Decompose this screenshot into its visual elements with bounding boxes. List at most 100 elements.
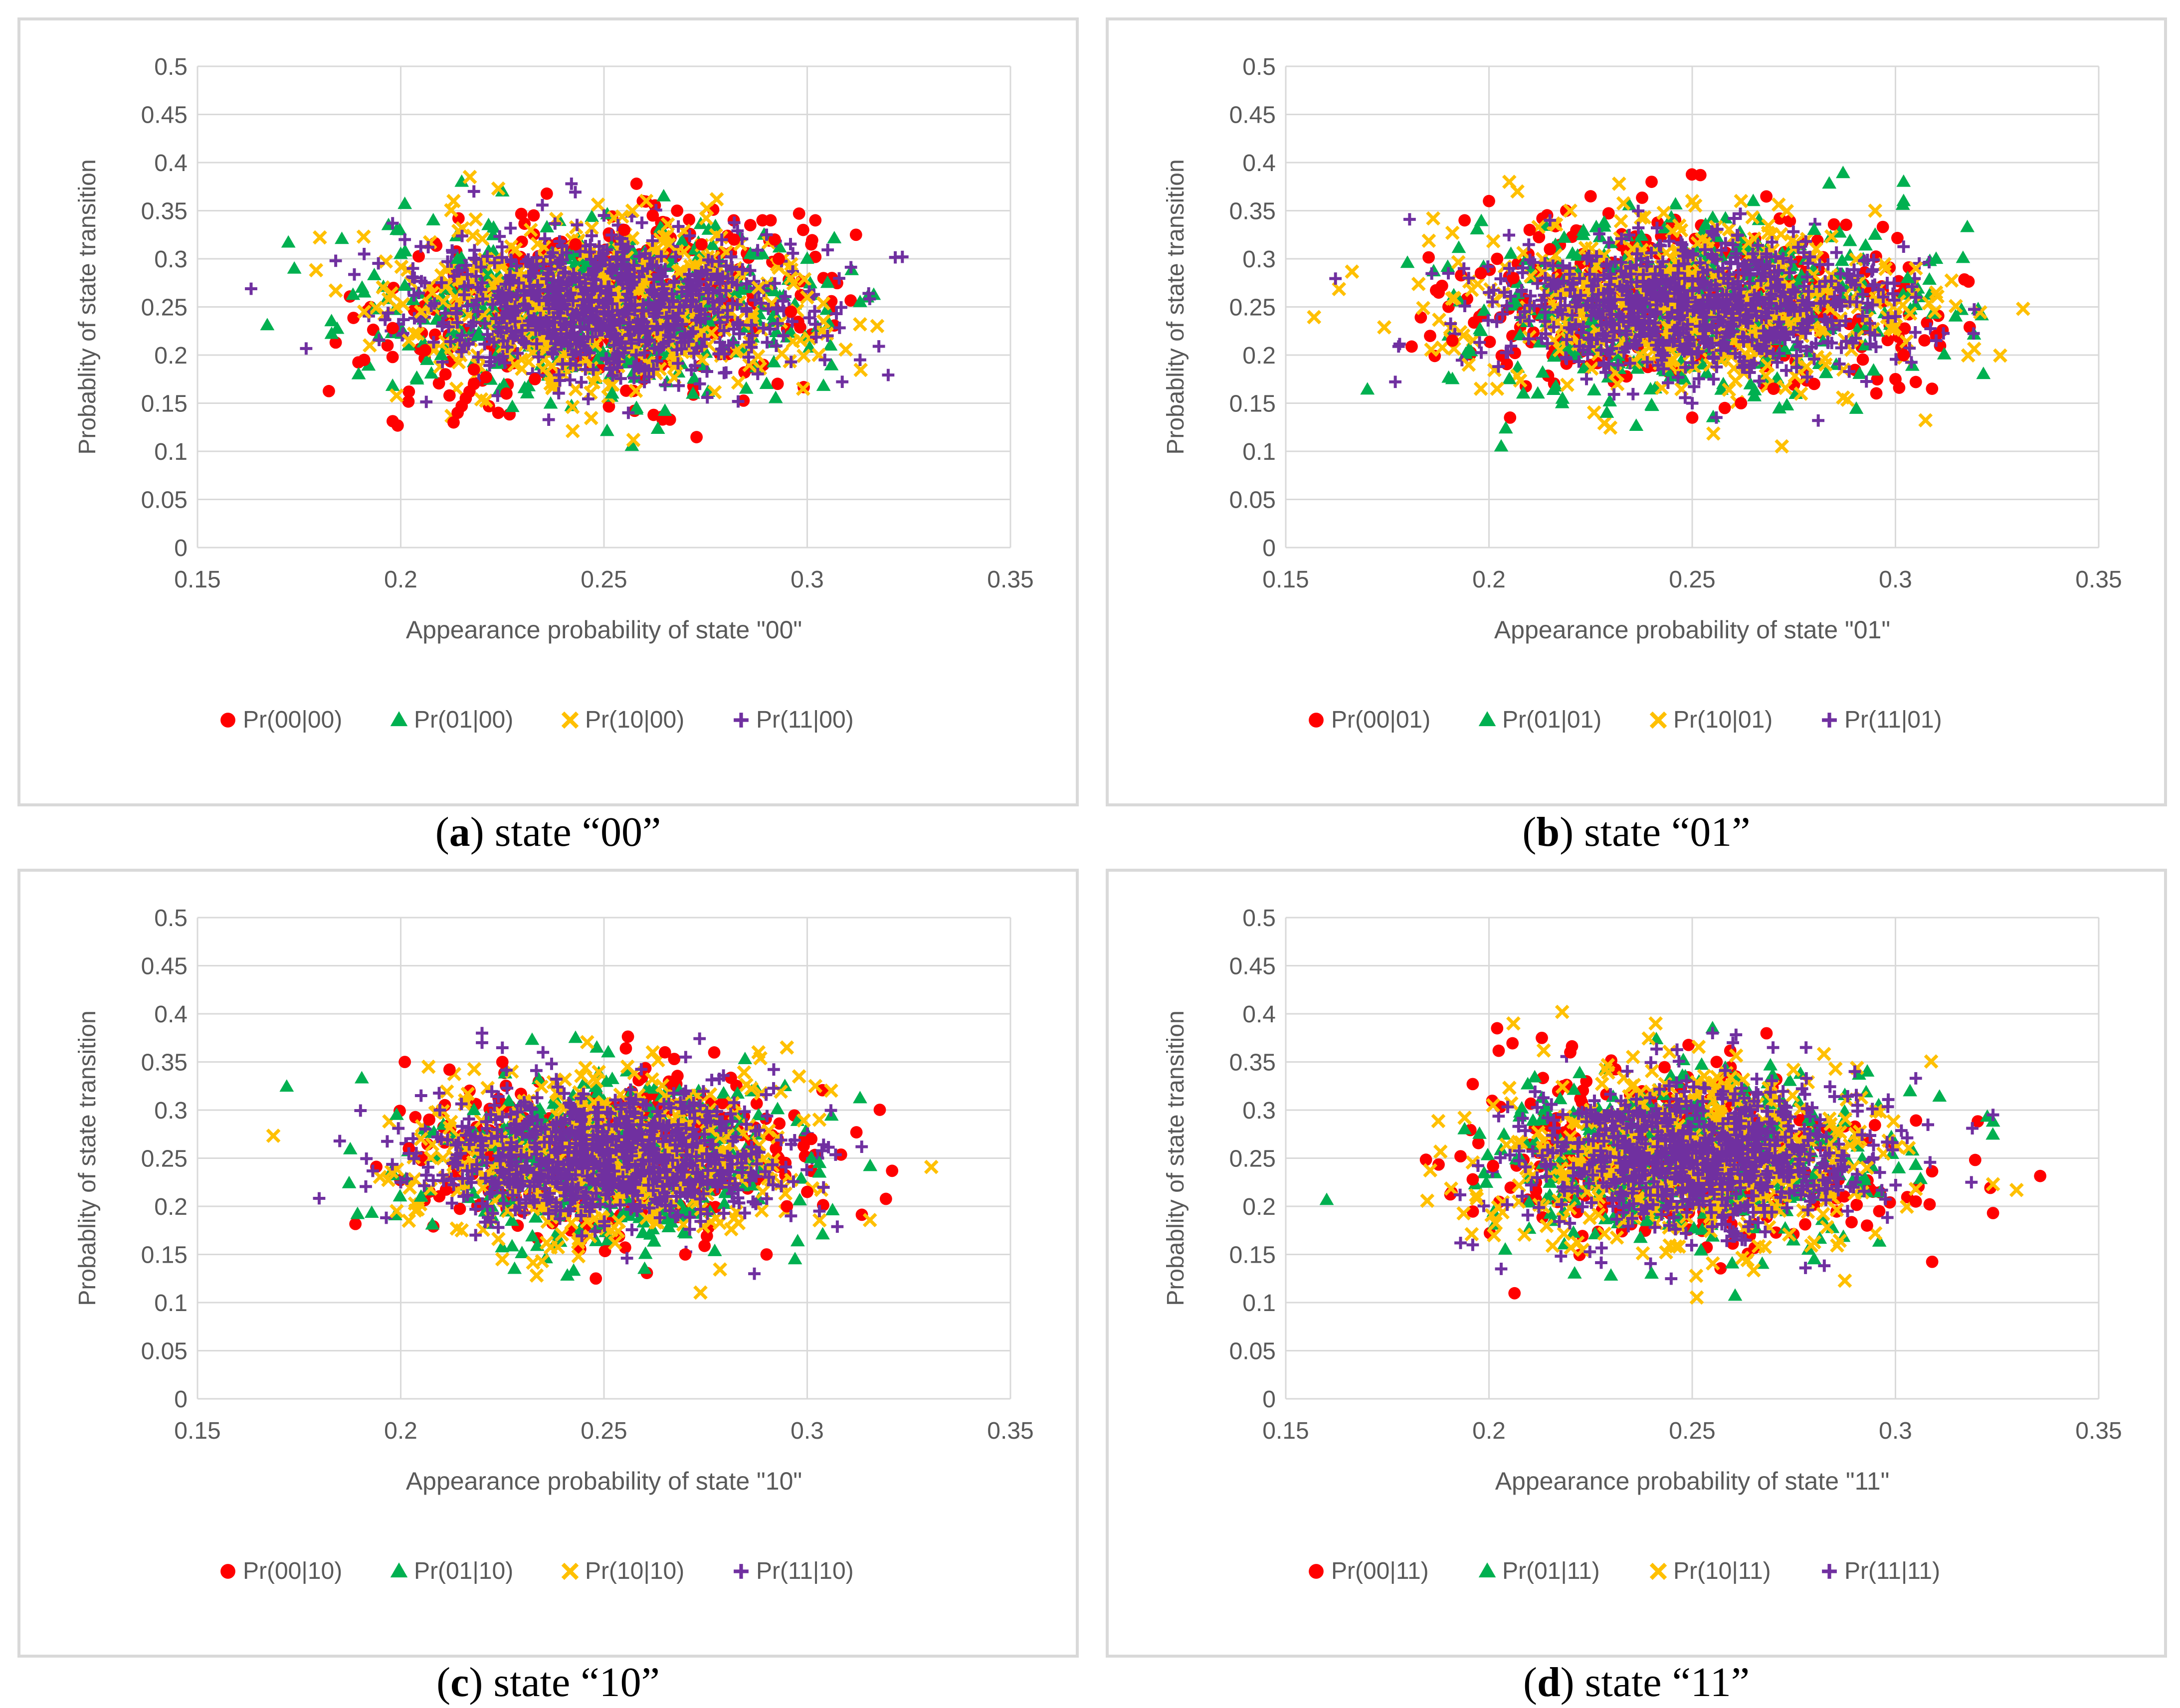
data-point (598, 1245, 611, 1258)
data-point (1563, 268, 1576, 281)
data-point (675, 336, 688, 349)
data-point (785, 305, 797, 318)
data-point (1780, 328, 1792, 341)
legend-label: Pr(11|00) (756, 707, 854, 733)
data-point (1752, 239, 1764, 252)
data-point (1609, 255, 1621, 268)
data-point (694, 275, 707, 288)
data-point (751, 280, 766, 295)
data-point (1513, 328, 1528, 341)
data-point (1784, 214, 1796, 227)
data-point (1605, 308, 1618, 321)
data-point (820, 275, 835, 288)
data-point (1661, 377, 1674, 389)
data-point (389, 222, 404, 235)
data-point (1623, 228, 1636, 241)
y-tick-label: 0.4 (1242, 150, 1276, 177)
data-point (1623, 357, 1636, 370)
data-point (639, 247, 652, 260)
data-point (409, 1111, 422, 1124)
data-point (1663, 312, 1675, 324)
data-point (1731, 229, 1744, 241)
data-point (1968, 303, 1981, 316)
data-point (1835, 166, 1850, 179)
legend-label: Pr(01|01) (1502, 707, 1601, 733)
data-point (759, 377, 774, 389)
data-point (481, 328, 494, 341)
data-point (768, 277, 781, 290)
plot-area (245, 170, 909, 451)
data-point (1918, 334, 1931, 347)
chart-panel-a: 0 0.05 0.1 0.15 0.2 0.25 0.3 0.35 0.4 0.45 0.5 0.15… (17, 17, 1079, 806)
data-point (796, 349, 811, 364)
data-point (1693, 282, 1706, 295)
data-point (467, 378, 480, 390)
data-point (519, 255, 532, 268)
legend-label: Pr(10|01) (1673, 707, 1773, 733)
data-point (728, 233, 741, 246)
data-point (562, 340, 575, 353)
data-point (1956, 250, 1971, 263)
data-point (1573, 272, 1586, 285)
data-point (1768, 266, 1781, 279)
data-point (1473, 381, 1488, 396)
data-point (397, 278, 412, 291)
data-point (659, 379, 671, 391)
data-point (784, 271, 798, 286)
data-point (1621, 285, 1633, 298)
data-point (1849, 401, 1864, 414)
data-point (1560, 353, 1573, 365)
data-point (511, 347, 524, 360)
data-point (1597, 269, 1610, 282)
data-point (490, 312, 503, 325)
data-point (1736, 361, 1749, 374)
y-tick-label: 0.4 (154, 1001, 188, 1028)
data-point (583, 385, 598, 400)
data-point (556, 334, 568, 347)
data-point (740, 305, 753, 318)
data-point (607, 318, 620, 331)
data-point (1734, 314, 1746, 327)
data-point (574, 321, 587, 334)
data-point (1877, 291, 1890, 304)
data-point (478, 317, 491, 330)
data-point (663, 301, 676, 314)
data-point (810, 331, 822, 344)
data-point (614, 372, 627, 385)
data-point (879, 1192, 892, 1205)
data-point (542, 413, 555, 426)
data-point (1813, 323, 1828, 338)
data-point (1587, 279, 1600, 292)
data-point (1801, 257, 1814, 270)
data-point (529, 373, 541, 385)
data-point (1900, 270, 1915, 283)
data-point (382, 307, 395, 319)
data-point (1771, 356, 1784, 369)
data-point (1672, 371, 1684, 384)
data-point (1549, 379, 1564, 391)
data-point (569, 186, 582, 198)
data-point (1504, 411, 1517, 424)
data-point (547, 348, 560, 361)
data-point (1967, 327, 1980, 340)
data-point (1564, 341, 1579, 354)
data-point (1674, 295, 1686, 308)
data-point (623, 298, 636, 311)
y-tick-label: 0.45 (141, 102, 188, 129)
data-point (821, 330, 834, 342)
data-point (855, 1208, 868, 1221)
data-point (570, 359, 583, 372)
data-point (379, 254, 393, 269)
y-tick-label: 0.2 (1242, 343, 1276, 369)
data-point (1699, 366, 1714, 379)
y-tick-label: 0.4 (154, 150, 188, 177)
data-point (1692, 345, 1705, 358)
data-point (1676, 243, 1689, 256)
data-point (770, 1142, 783, 1155)
series-points-Pr(01|01) (1445, 174, 1944, 452)
data-point (603, 258, 616, 271)
data-point (1818, 366, 1833, 379)
data-point (1581, 252, 1593, 265)
data-point (1530, 386, 1545, 399)
data-point (560, 246, 573, 259)
